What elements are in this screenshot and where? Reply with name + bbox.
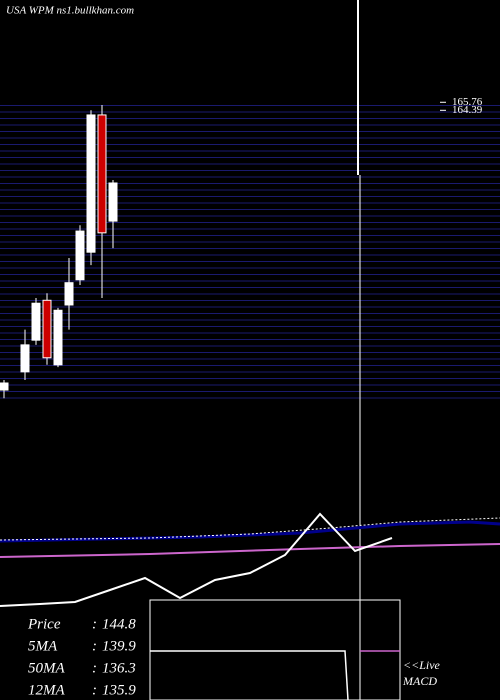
- macd-line: [150, 650, 349, 700]
- info-label: 50MA: [28, 660, 65, 676]
- annotation: MACD: [402, 674, 437, 688]
- ma-line: [0, 517, 500, 541]
- info-separator: :: [92, 616, 97, 632]
- candle-body: [31, 302, 41, 341]
- info-separator: :: [92, 660, 97, 676]
- macd-box: [149, 599, 401, 700]
- candle-body: [64, 282, 74, 306]
- candle-body: [75, 230, 85, 281]
- info-separator: :: [92, 638, 97, 654]
- info-value: 136.3: [102, 660, 136, 676]
- y-tick-label: 164.39: [452, 104, 483, 116]
- candle-body: [53, 309, 63, 366]
- chart-title: USA WPM ns1.bullkhan.com: [6, 5, 134, 17]
- ma-line: [0, 520, 500, 543]
- info-value: 144.8: [102, 616, 136, 632]
- info-value: 135.9: [102, 682, 136, 698]
- y-tick-label: 165.76: [452, 96, 483, 108]
- info-label: Price: [27, 616, 61, 632]
- candle-body: [20, 344, 30, 373]
- info-label: 5MA: [28, 638, 58, 654]
- info-separator: :: [92, 682, 97, 698]
- info-label: 12MA: [28, 682, 65, 698]
- candle-body: [0, 382, 9, 391]
- candle-body: [42, 299, 52, 359]
- annotation: <<Live: [403, 658, 441, 672]
- candle-body: [108, 182, 118, 222]
- ma-line: [0, 543, 500, 558]
- price-line: [0, 512, 393, 607]
- candle-body: [86, 114, 96, 253]
- candle-body: [97, 114, 107, 234]
- info-value: 139.9: [102, 638, 136, 654]
